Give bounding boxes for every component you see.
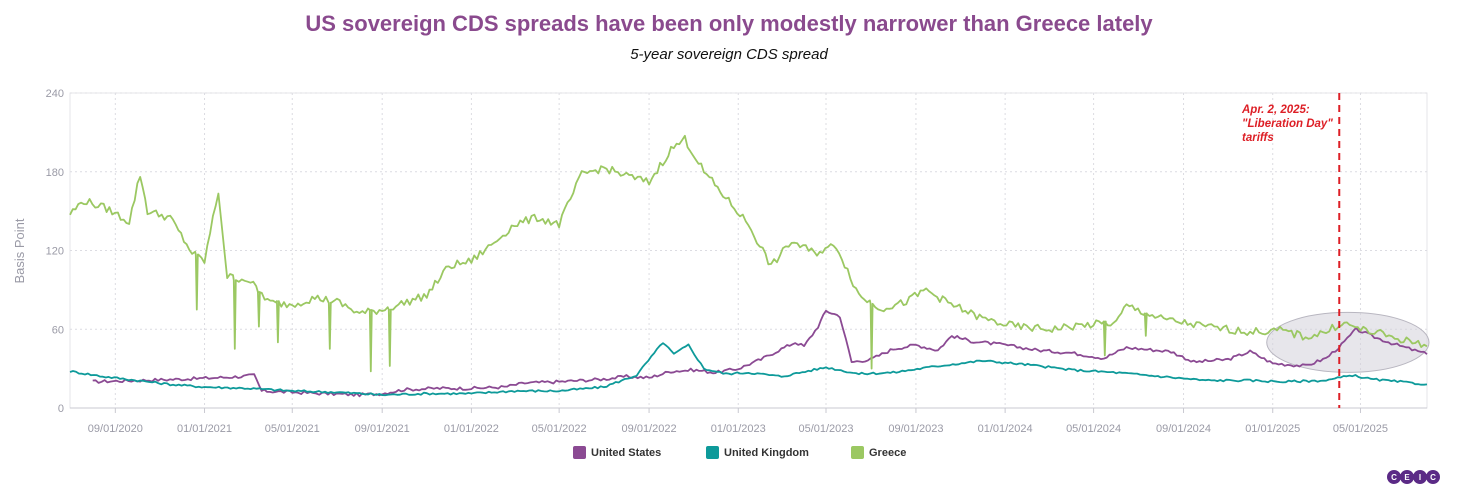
y-tick-label: 120	[46, 246, 64, 258]
legend-swatch	[851, 446, 864, 459]
axes: 0 60 120 180 240 09/01/2020 01/01/2021 05/01/20…	[46, 88, 1427, 435]
x-tick-label: 01/01/2021	[177, 423, 232, 435]
x-tick-label: 09/01/2022	[622, 423, 677, 435]
series-line-greece[interactable]	[69, 134, 1428, 373]
annotation-text: Apr. 2, 2025: "Liberation Day" tariffs	[1241, 104, 1333, 144]
series-lines	[69, 134, 1428, 398]
annotation-label: tariffs	[1242, 132, 1274, 144]
annotation-label: Apr. 2, 2025:	[1241, 104, 1310, 116]
x-tick-label: 05/01/2021	[265, 423, 320, 435]
chart-subtitle: 5-year sovereign CDS spread	[630, 46, 828, 63]
y-tick-label: 180	[46, 167, 64, 179]
x-tick-label: 05/01/2025	[1333, 423, 1388, 435]
legend-label: United Kingdom	[724, 446, 809, 459]
series-line-united-states[interactable]	[92, 309, 1428, 398]
x-tick-label: 01/01/2022	[444, 423, 499, 435]
legend-swatch	[573, 446, 586, 459]
chart-title: US sovereign CDS spreads have been only …	[305, 11, 1153, 36]
x-tick-label: 05/01/2023	[798, 423, 853, 435]
legend-item-united-states[interactable]: United States	[573, 446, 661, 459]
x-tick-label: 05/01/2024	[1066, 423, 1121, 435]
y-tick-label: 0	[58, 403, 64, 415]
y-tick-label: 240	[46, 88, 64, 100]
y-axis-label: Basis Point	[12, 218, 27, 283]
legend: United States United Kingdom Greece	[0, 446, 1458, 464]
x-tick-label: 09/01/2020	[88, 423, 143, 435]
x-tick-label: 01/01/2024	[978, 423, 1033, 435]
y-tick-label: 60	[52, 324, 64, 336]
x-tick-label: 09/01/2023	[888, 423, 943, 435]
annotation-label: "Liberation Day"	[1242, 118, 1333, 130]
legend-label: United States	[591, 446, 662, 459]
legend-swatch	[706, 446, 719, 459]
legend-label: Greece	[869, 446, 907, 459]
x-tick-label: 01/01/2025	[1245, 423, 1300, 435]
highlight-ellipse	[1266, 311, 1430, 373]
legend-item-greece[interactable]: Greece	[851, 446, 906, 459]
x-tick-label: 01/01/2023	[711, 423, 766, 435]
x-tick-label: 09/01/2021	[355, 423, 410, 435]
x-tick-label: 05/01/2022	[532, 423, 587, 435]
x-tick-label: 09/01/2024	[1156, 423, 1211, 435]
series-line-united-kingdom[interactable]	[69, 342, 1428, 397]
legend-item-united-kingdom[interactable]: United Kingdom	[706, 446, 809, 459]
